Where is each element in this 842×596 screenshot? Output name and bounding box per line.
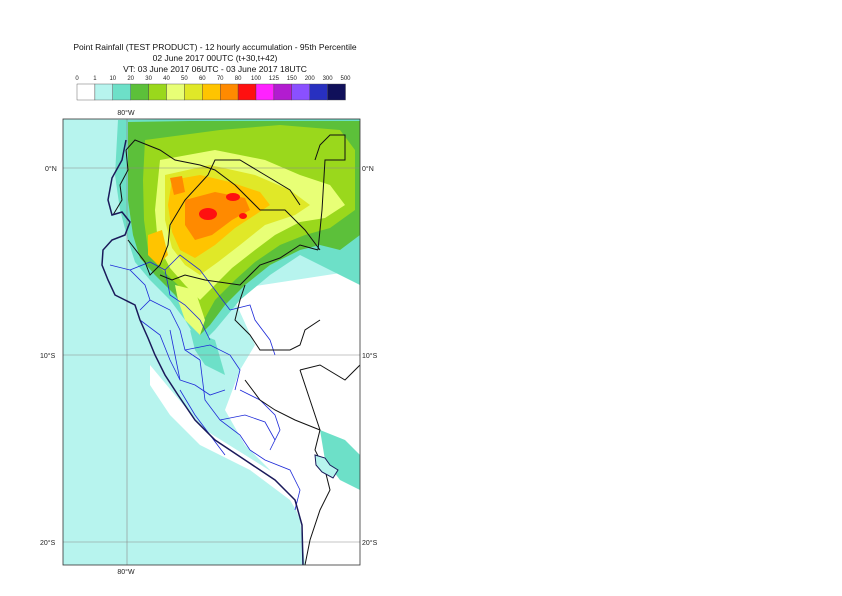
extreme-rain-core-3: [239, 213, 247, 219]
legend-tick-label: 50: [181, 76, 188, 82]
legend-tick-label: 100: [251, 76, 262, 82]
color-legend: 0 1 10 20 30 40 50 60 70 80 100 125 150 200 300 500: [75, 76, 351, 101]
lake-titicaca: [314, 454, 339, 479]
moderate-rain-south: [190, 330, 225, 375]
extreme-rain-core-1: [199, 208, 217, 220]
map-frame: [62, 118, 361, 566]
legend-tick-label: 150: [287, 76, 298, 82]
legend-tick-label: 40: [163, 76, 170, 82]
moderate-rain-bolivia: [320, 430, 360, 490]
lat-label-left-0: 0°N: [45, 165, 57, 173]
legend-tick-label: 70: [217, 76, 224, 82]
legend-tick-label: 1: [93, 76, 97, 82]
coastline: [101, 139, 304, 565]
title-line-3: VT: 03 June 2017 06UTC - 03 June 2017 18…: [123, 64, 307, 74]
lon-label-top: 80°W: [117, 109, 135, 117]
legend-tick-label: 125: [269, 76, 280, 82]
legend-tick-label: 80: [235, 76, 242, 82]
lon-label-bottom: 80°W: [117, 568, 135, 576]
title-block: Point Rainfall (TEST PRODUCT) - 12 hourl…: [0, 42, 430, 75]
legend-swatch: [327, 83, 346, 101]
admin-borders: [109, 254, 301, 511]
legend-tick-label: 20: [127, 76, 134, 82]
title-line-2: 02 June 2017 00UTC (t+30,t+42): [152, 53, 278, 63]
title-line-1: Point Rainfall (TEST PRODUCT) - 12 hourl…: [73, 42, 357, 52]
legend-tick-label: 300: [323, 76, 334, 82]
legend-tick-label: 10: [109, 76, 116, 82]
legend-tick-label: 30: [145, 76, 152, 82]
legend-tick-label: 200: [305, 76, 316, 82]
legend-tick-label: 0: [75, 76, 79, 82]
lat-label-left-10s: 10°S: [40, 352, 56, 360]
lat-label-right-10s: 10°S: [362, 352, 378, 360]
lat-label-right-20s: 20°S: [362, 539, 378, 547]
very-heavy-rain-orange2: [185, 192, 250, 240]
legend-tick-label: 60: [199, 76, 206, 82]
lat-label-right-0: 0°N: [362, 165, 374, 173]
rain-orange2-spot: [170, 176, 185, 195]
extreme-rain-core-2: [226, 193, 240, 201]
legend-tick-label: 500: [340, 76, 351, 82]
dry-land-area: [225, 270, 360, 565]
lat-label-left-20s: 20°S: [40, 539, 56, 547]
